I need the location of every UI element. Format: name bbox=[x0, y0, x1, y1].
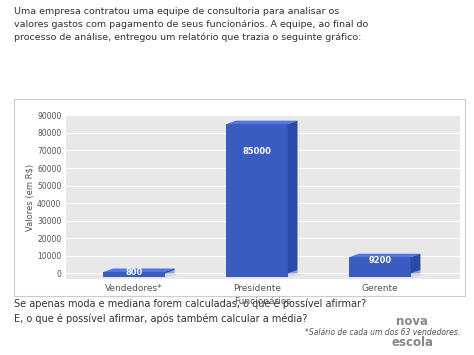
Text: 85000: 85000 bbox=[243, 147, 271, 155]
Polygon shape bbox=[226, 124, 288, 273]
Polygon shape bbox=[288, 121, 298, 273]
Polygon shape bbox=[349, 257, 410, 273]
Text: Se apenas moda e mediana forem calculadas, o que é possível afirmar?
E, o que é : Se apenas moda e mediana forem calculada… bbox=[14, 298, 366, 324]
Text: nova: nova bbox=[396, 315, 428, 328]
Polygon shape bbox=[349, 273, 410, 277]
Polygon shape bbox=[226, 273, 288, 277]
Polygon shape bbox=[103, 272, 165, 273]
Polygon shape bbox=[349, 274, 425, 277]
Polygon shape bbox=[226, 121, 298, 124]
Polygon shape bbox=[349, 270, 420, 277]
Text: Uma empresa contratou uma equipe de consultoria para analisar os
valores gastos : Uma empresa contratou uma equipe de cons… bbox=[14, 7, 368, 42]
X-axis label: Funcionários: Funcionários bbox=[235, 297, 292, 306]
Text: escola: escola bbox=[392, 336, 433, 349]
Polygon shape bbox=[226, 270, 298, 277]
Polygon shape bbox=[103, 274, 180, 277]
Text: Salários da empresa: Salários da empresa bbox=[168, 115, 310, 130]
Polygon shape bbox=[410, 254, 420, 273]
Polygon shape bbox=[103, 273, 165, 277]
Text: 9200: 9200 bbox=[368, 256, 392, 265]
Polygon shape bbox=[165, 268, 174, 273]
Polygon shape bbox=[349, 254, 420, 257]
Text: 800: 800 bbox=[125, 268, 143, 277]
Polygon shape bbox=[226, 274, 302, 277]
Text: *Salário de cada um dos 63 vendedores.: *Salário de cada um dos 63 vendedores. bbox=[304, 328, 460, 337]
Polygon shape bbox=[103, 270, 174, 277]
Y-axis label: Valores (em R$): Valores (em R$) bbox=[25, 163, 34, 231]
Polygon shape bbox=[103, 268, 174, 272]
